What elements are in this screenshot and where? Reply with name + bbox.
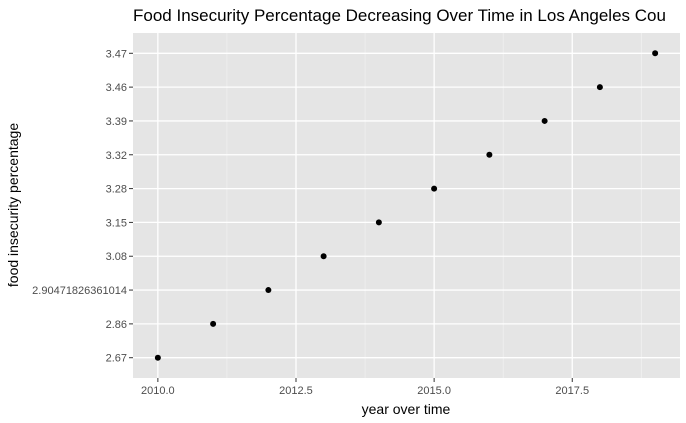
x-tick-label: 2010.0 xyxy=(141,385,175,397)
data-point xyxy=(652,50,659,57)
data-point xyxy=(541,117,548,124)
data-point xyxy=(210,320,217,327)
data-point xyxy=(320,253,327,260)
y-axis-ticks: 2.67 2.86 2.90471826361014 3.08 3.15 3.28 3.32… xyxy=(32,48,133,365)
data-point xyxy=(486,151,493,158)
grid-major-x xyxy=(157,33,573,378)
data-point xyxy=(596,84,603,91)
y-tick-label: 3.32 xyxy=(106,150,127,162)
y-tick-label: 2.90471826361014 xyxy=(32,285,127,297)
y-tick-label: 3.28 xyxy=(106,184,127,196)
plot-panel xyxy=(133,33,680,378)
grid-minor-x xyxy=(226,33,642,378)
y-tick-label: 2.67 xyxy=(106,353,127,365)
y-tick-label: 3.47 xyxy=(106,48,127,60)
y-tick-label: 3.46 xyxy=(106,82,127,94)
x-tick-label: 2015.0 xyxy=(417,385,451,397)
grid-y xyxy=(133,52,680,359)
x-tick-label: 2017.5 xyxy=(555,385,589,397)
x-axis-title: year over time xyxy=(362,401,451,417)
y-tick-label: 3.15 xyxy=(106,217,127,229)
y-tick-label: 3.39 xyxy=(106,116,127,128)
y-tick-label: 3.08 xyxy=(106,251,127,263)
data-point xyxy=(154,354,161,361)
data-point xyxy=(265,287,272,294)
x-axis-ticks: 2010.0 2012.5 2015.0 2017.5 xyxy=(141,378,589,397)
data-point xyxy=(431,185,438,192)
x-tick-label: 2012.5 xyxy=(279,385,313,397)
chart-title: Food Insecurity Percentage Decreasing Ov… xyxy=(133,6,666,25)
data-points xyxy=(154,50,659,361)
y-tick-label: 2.86 xyxy=(106,319,127,331)
y-axis-title: food insecurity percentage xyxy=(5,123,21,287)
data-point xyxy=(375,219,382,226)
